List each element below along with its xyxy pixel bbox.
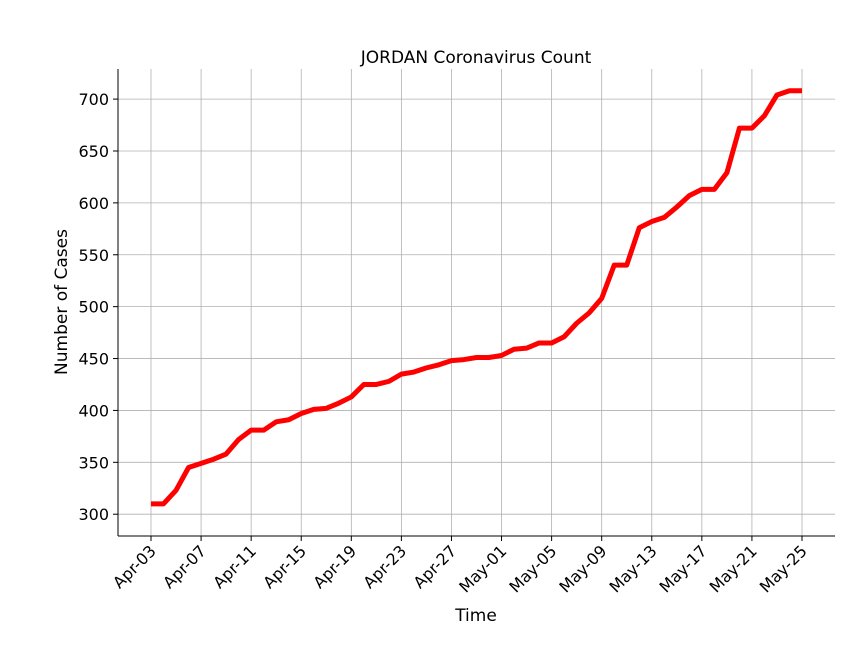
- y-tick-label: 650: [78, 142, 109, 161]
- y-tick-label: 600: [78, 194, 109, 213]
- x-tick-label: Apr-03: [109, 541, 160, 592]
- y-tick-label: 700: [78, 90, 109, 109]
- x-axis-label: Time: [454, 606, 497, 626]
- y-tick-label: 450: [78, 350, 109, 369]
- x-tick-label: May-05: [505, 541, 560, 596]
- x-tick-label: Apr-27: [410, 541, 461, 592]
- y-tick-label: 300: [78, 505, 109, 524]
- x-tick-label: Apr-11: [209, 541, 260, 592]
- x-tick-label: Apr-07: [159, 541, 210, 592]
- data-line: [151, 88, 802, 507]
- y-tick-label: 400: [78, 401, 109, 420]
- x-tick-label: Apr-15: [259, 541, 310, 592]
- y-tick-label: 500: [78, 298, 109, 317]
- chart-title: JORDAN Coronavirus Count: [360, 48, 592, 68]
- x-tick-label: May-21: [706, 541, 761, 596]
- x-tick-label: May-13: [605, 541, 660, 596]
- x-tick-label: Apr-19: [309, 541, 360, 592]
- y-axis-label: Number of Cases: [52, 229, 72, 375]
- y-tick-label: 550: [78, 246, 109, 265]
- x-tick-label: May-09: [555, 541, 610, 596]
- x-tick-label: May-17: [656, 541, 711, 596]
- x-tick-label: May-25: [756, 541, 811, 596]
- x-tick-label: Apr-23: [359, 541, 410, 592]
- x-tick-label: May-01: [455, 541, 510, 596]
- y-tick-label: 350: [78, 453, 109, 472]
